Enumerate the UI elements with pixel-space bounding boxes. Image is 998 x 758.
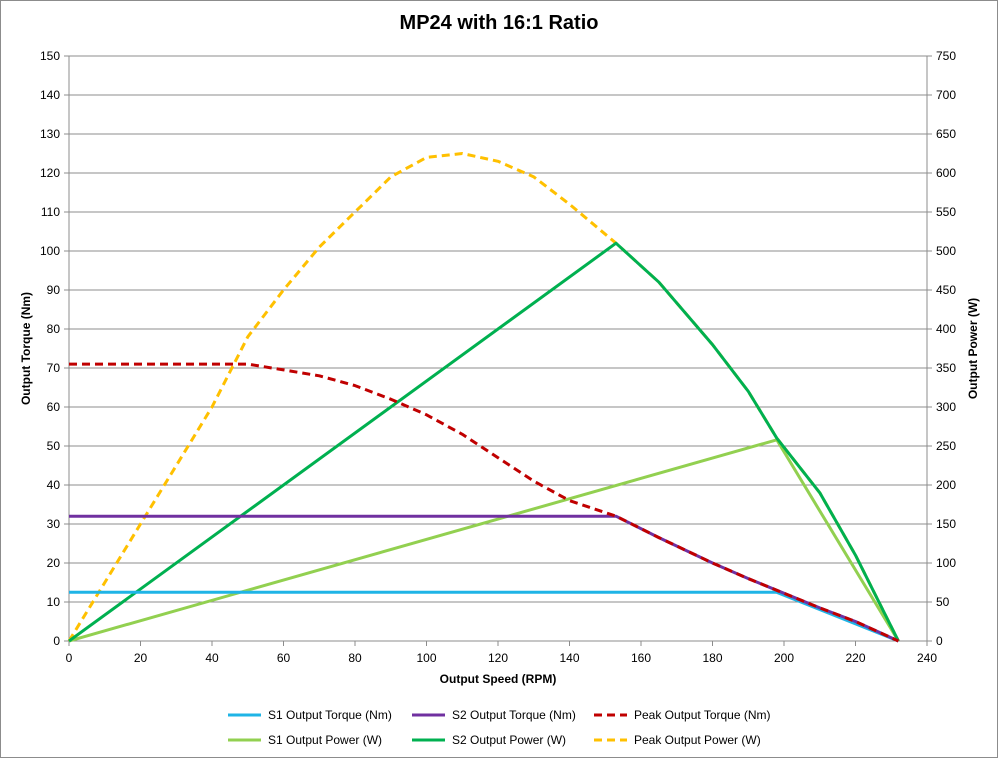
y-tick-label: 110 — [41, 205, 60, 219]
y2-tick-label: 700 — [936, 88, 956, 102]
legend-label: S2 Output Power (W) — [452, 733, 566, 747]
y2-tick-label: 500 — [936, 244, 956, 258]
y2-tick-label: 200 — [936, 478, 956, 492]
x-tick-label: 80 — [348, 651, 362, 665]
legend-label: S1 Output Torque (Nm) — [268, 708, 392, 722]
y-axis-title: Output Torque (Nm) — [19, 292, 33, 405]
y-tick-label: 70 — [47, 361, 61, 375]
y-tick-label: 90 — [47, 283, 61, 297]
x-tick-label: 120 — [488, 651, 508, 665]
series-line-peak-output-power-w — [67, 152, 900, 642]
chart-title: MP24 with 16:1 Ratio — [399, 12, 599, 34]
y2-tick-label: 0 — [936, 634, 943, 648]
y2-tick-label: 750 — [936, 49, 956, 63]
x-tick-label: 40 — [205, 651, 219, 665]
y2-tick-label: 50 — [936, 595, 950, 609]
y-tick-label: 60 — [47, 400, 61, 414]
y-tick-label: 10 — [47, 595, 61, 609]
y2-tick-label: 350 — [936, 361, 956, 375]
x-tick-label: 20 — [134, 651, 148, 665]
y2-tick-label: 100 — [936, 556, 956, 570]
y2-tick-label: 650 — [936, 127, 956, 141]
legend-label: Peak Output Power (W) — [634, 733, 761, 747]
y2-tick-label: 400 — [936, 322, 956, 336]
x-axis-title: Output Speed (RPM) — [440, 672, 557, 686]
y2-tick-label: 550 — [936, 205, 956, 219]
y2-tick-label: 250 — [936, 439, 956, 453]
y2-tick-label: 300 — [936, 400, 956, 414]
x-tick-label: 100 — [416, 651, 436, 665]
y-tick-label: 130 — [40, 127, 60, 141]
x-tick-label: 180 — [702, 651, 722, 665]
series-line-s1-output-torque-nm — [69, 590, 899, 643]
y2-axis-title: Output Power (W) — [966, 298, 980, 399]
legend-layer: S1 Output Torque (Nm) S2 Output Torque (N… — [228, 708, 771, 747]
series-line-s1-output-power-w — [68, 438, 900, 643]
y-tick-label: 140 — [40, 88, 60, 102]
x-tick-label: 240 — [917, 651, 937, 665]
x-tick-label: 0 — [66, 651, 73, 665]
x-tick-label: 60 — [277, 651, 291, 665]
legend-label: Peak Output Torque (Nm) — [634, 708, 771, 722]
x-tick-label: 200 — [774, 651, 794, 665]
series-line-s2-output-power-w — [68, 241, 900, 643]
y2-tick-label: 150 — [936, 517, 956, 531]
series-layer — [67, 152, 900, 643]
y2-tick-label: 450 — [936, 283, 956, 297]
y-tick-label: 150 — [40, 49, 60, 63]
y-tick-label: 0 — [53, 634, 60, 648]
legend-label: S2 Output Torque (Nm) — [452, 708, 576, 722]
y-tick-label: 20 — [47, 556, 61, 570]
series-line-peak-output-torque-nm — [69, 362, 900, 643]
series-line-s2-output-torque-nm — [69, 514, 900, 643]
y2-tick-label: 600 — [936, 166, 956, 180]
y-tick-label: 120 — [40, 166, 60, 180]
y-tick-label: 40 — [47, 478, 61, 492]
y-tick-label: 80 — [47, 322, 61, 336]
x-tick-label: 160 — [631, 651, 651, 665]
y-tick-label: 100 — [40, 244, 60, 258]
axes-layer: 0 10 20 30 40 50 60 70 80 90 100 110 120 130 140 150 0 50… — [19, 49, 980, 686]
y-tick-label: 50 — [47, 439, 61, 453]
y-tick-label: 30 — [47, 517, 61, 531]
x-tick-label: 140 — [559, 651, 579, 665]
x-tick-label: 220 — [845, 651, 865, 665]
legend-label: S1 Output Power (W) — [268, 733, 382, 747]
